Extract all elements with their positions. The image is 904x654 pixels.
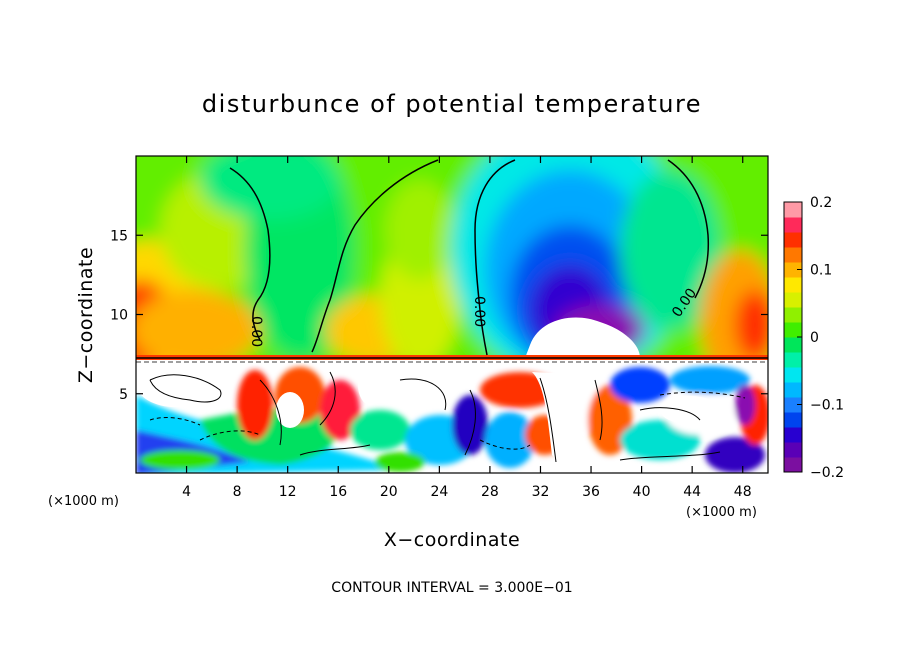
x-tick-label: 48 [734,484,752,500]
colorbar: 0.2 0.1 0 −0.1 −0.2 [783,195,844,481]
y-axis-label: Z−coordinate [75,247,97,383]
zero-contours [229,159,710,356]
chart-title: disturbunce of potential temperature [202,90,702,118]
x-tick-label: 20 [380,484,398,500]
colorbar-segment [784,217,802,233]
colorbar-segment [784,202,802,218]
colorbar-segment [784,262,802,278]
y-tick-label: 10 [110,308,128,324]
x-tick-label: 32 [532,484,550,500]
colorbar-segment [784,337,802,353]
x-tick-label: 40 [633,484,651,500]
y-tick-label: 15 [110,228,128,244]
colorbar-segment [784,307,802,323]
colorbar-tick-label: 0.2 [810,195,832,211]
x-tick-label: 8 [233,484,242,500]
x-tick-label: 16 [329,484,347,500]
tropopause-band [136,355,768,363]
colorbar-segment [784,322,802,338]
colorbar-segment [784,292,802,308]
colorbar-segment [784,412,802,428]
colorbar-segment [784,277,802,293]
x-tick-label: 4 [182,484,191,500]
colorbar-segment [784,232,802,248]
x-axis-label: X−coordinate [384,529,520,551]
colorbar-segment [784,367,802,383]
y-unit-label: (×1000 m) [48,494,119,509]
colorbar-segment [784,247,802,263]
colorbar-segment [784,397,802,413]
x-tick-label: 24 [430,484,448,500]
contour-interval-note: CONTOUR INTERVAL = 3.000E−01 [331,580,572,596]
y-axis: 5 10 15 [110,228,768,403]
colorbar-segment [784,442,802,458]
colorbar-tick-label: 0.1 [810,263,832,279]
x-tick-label: 28 [481,484,499,500]
colorbar-segment [784,427,802,443]
upper-field [136,156,768,359]
colorbar-segment [784,352,802,368]
contour-label-1: 0.00 [248,316,264,347]
lower-field [136,358,768,473]
x-axis: 4 8 12 16 20 24 28 32 36 40 44 48 [182,156,752,500]
x-tick-label: 44 [683,484,701,500]
x-unit-label: (×1000 m) [686,505,757,520]
colorbar-tick-label: −0.2 [810,465,844,481]
x-tick-label: 12 [279,484,297,500]
contour-label-2: 0.00 [471,296,487,327]
colorbar-segment [784,457,802,473]
x-tick-label: 36 [582,484,600,500]
y-tick-label: 5 [119,387,128,403]
colorbar-tick-label: −0.1 [810,398,844,414]
colorbar-tick-label: 0 [810,330,819,346]
colorbar-segment [784,382,802,398]
plot-area: 0.00 0.00 0.00 [135,155,769,474]
